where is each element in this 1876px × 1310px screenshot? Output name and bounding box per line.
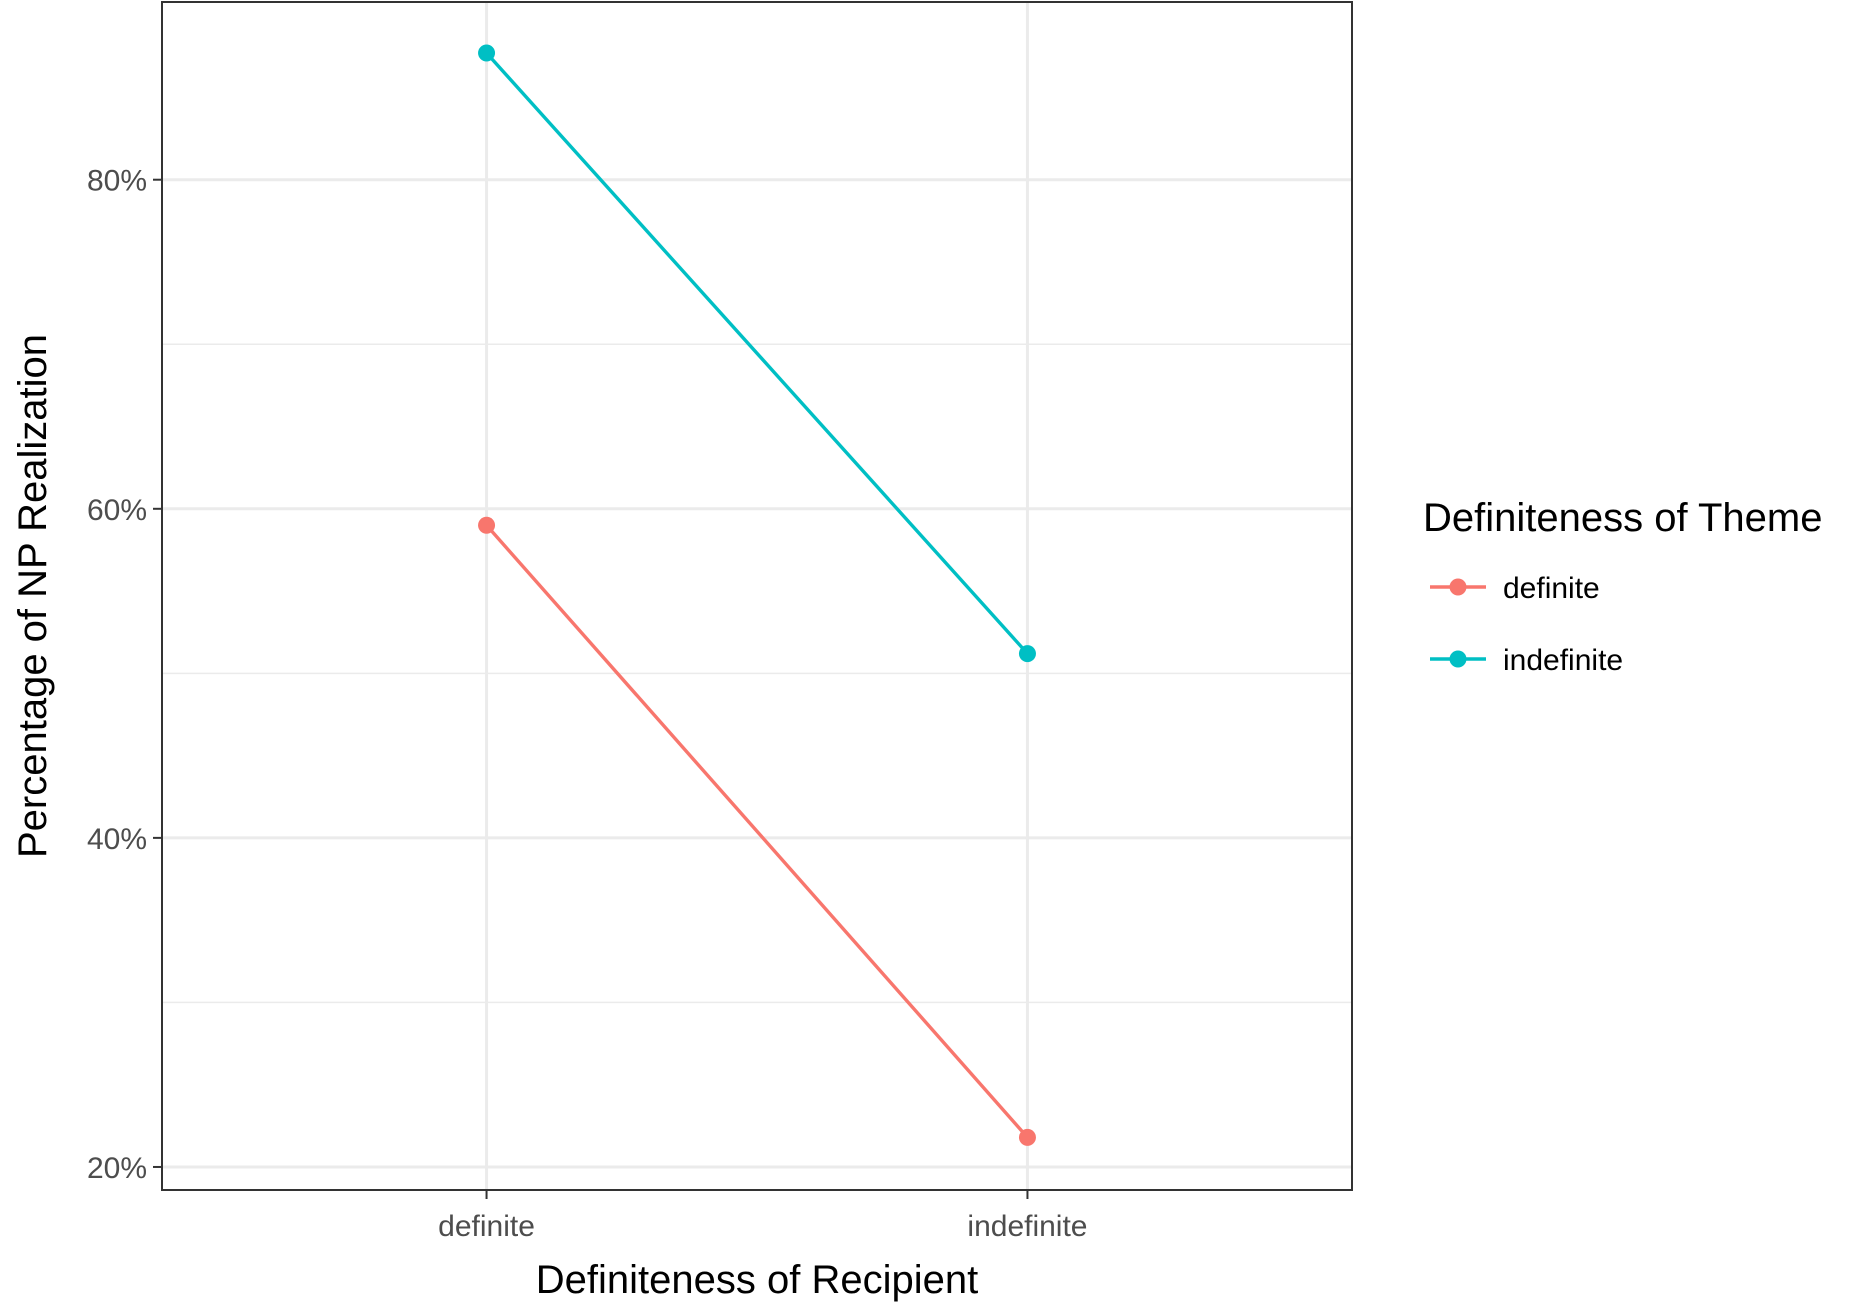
y-tick-label: 40% (87, 823, 147, 856)
series-points (478, 44, 1036, 1146)
x-tick-label: indefinite (967, 1210, 1087, 1243)
x-tick-label: definite (438, 1210, 535, 1243)
legend-items: definite indefinite (1430, 572, 1623, 677)
data-point-definite (478, 516, 496, 534)
series-line-definite (485, 524, 1029, 1139)
data-point-definite (1018, 1128, 1036, 1146)
y-tick-label: 60% (87, 494, 147, 527)
x-axis: definite indefinite (438, 1190, 1088, 1243)
y-axis-title: Percentage of NP Realization (11, 334, 55, 858)
legend-title: Definiteness of Theme (1423, 496, 1822, 540)
panel-border (161, 1, 1353, 1191)
y-tick-label: 20% (87, 1152, 147, 1185)
legend: Definiteness of Theme definite indefinite (1423, 496, 1822, 677)
legend-key-point (1449, 578, 1467, 596)
major-gridlines (162, 2, 1352, 1190)
data-point-indefinite (478, 44, 496, 62)
x-axis-title: Definiteness of Recipient (536, 1258, 978, 1302)
legend-key-point (1449, 650, 1467, 668)
legend-label: indefinite (1503, 644, 1623, 677)
series-lines (485, 51, 1029, 1139)
minor-gridlines (162, 343, 1352, 1004)
legend-label: definite (1503, 572, 1600, 605)
series-line-indefinite (485, 51, 1029, 655)
data-point-indefinite (1018, 645, 1036, 663)
y-axis: 20% 40% 60% 80% (87, 165, 162, 1185)
y-tick-label: 80% (87, 165, 147, 198)
